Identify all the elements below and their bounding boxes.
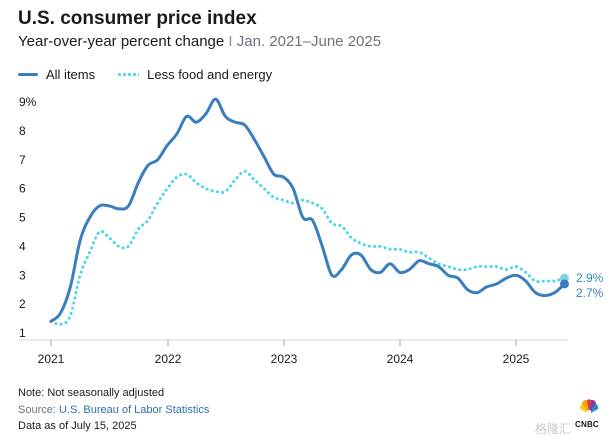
end-point-all-items: [559, 279, 569, 289]
legend-label-all-items: All items: [46, 67, 96, 82]
series-layer: [49, 97, 566, 326]
chart-subtitle: Year-over-year percent change I Jan. 202…: [18, 33, 381, 50]
x-tick-label: 2021: [38, 352, 65, 366]
legend-item-core: Less food and energy: [117, 67, 272, 82]
end-label-core: 2.9%: [576, 271, 604, 285]
y-tick-label: 4: [19, 239, 26, 253]
cnbc-logo: CNBC: [571, 396, 605, 434]
legend-label-core: Less food and energy: [147, 67, 273, 82]
x-tick-label: 2025: [503, 352, 530, 366]
x-tick-label: 2022: [155, 352, 182, 366]
x-axis: 2021 2022 2023 2024 2025: [19, 339, 568, 366]
subtitle-main: Year-over-year percent change: [18, 33, 225, 50]
y-tick-label: 1: [19, 326, 26, 340]
source-link[interactable]: U.S. Bureau of Labor Statistics: [58, 404, 210, 416]
y-tick-label: 2: [19, 297, 26, 311]
chart-legend: All items Less food and energy: [18, 67, 294, 82]
cnbc-wordmark: CNBC: [575, 420, 599, 429]
footer-note: Note: Not seasonally adjusted: [18, 387, 165, 399]
y-axis: 1 2 3 4 5 6 7 8 9%: [19, 95, 37, 340]
y-tick-label: 9%: [19, 95, 37, 109]
watermark: 格隆汇: [535, 422, 572, 436]
cnbc-peacock-icon: [579, 399, 599, 414]
subtitle-date-range: Jan. 2021–June 2025: [236, 33, 382, 50]
y-tick-label: 7: [19, 153, 26, 167]
chart-title: U.S. consumer price index: [18, 8, 257, 29]
subtitle-separator: I: [224, 33, 237, 50]
y-tick-label: 6: [19, 182, 26, 196]
x-tick-label: 2024: [387, 352, 414, 366]
footer-data-date: Data as of July 15, 2025: [18, 420, 137, 432]
y-tick-label: 8: [19, 124, 26, 138]
legend-swatch-solid: [18, 73, 38, 76]
legend-item-all-items: All items: [18, 67, 95, 82]
x-tick-label: 2023: [271, 352, 298, 366]
y-tick-label: 3: [19, 268, 26, 282]
end-label-all-items: 2.7%: [576, 286, 604, 300]
source-prefix: Source:: [18, 404, 59, 416]
series-line-core: [49, 169, 566, 326]
footer-source: Source: U.S. Bureau of Labor Statistics: [18, 404, 209, 416]
y-tick-label: 5: [19, 211, 26, 225]
series-line-all-items: [49, 97, 566, 323]
end-markers: 2.9%2.7%: [559, 271, 604, 300]
legend-swatch-dotted: [117, 73, 140, 76]
